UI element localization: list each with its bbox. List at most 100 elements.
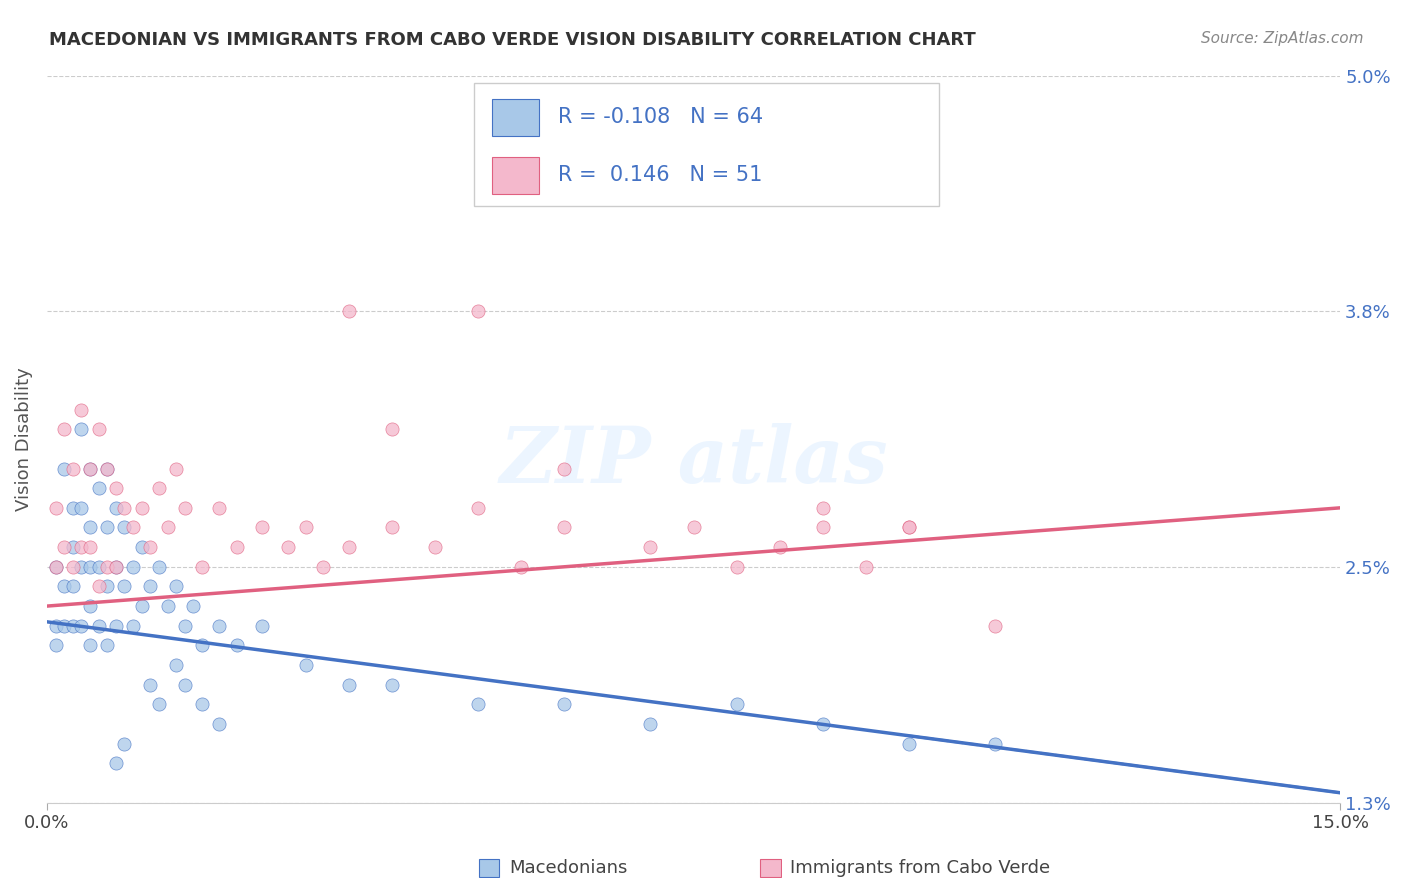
- Point: [467, 500, 489, 515]
- Point: [294, 658, 316, 673]
- Point: [208, 717, 231, 731]
- Point: [596, 108, 619, 122]
- Point: [337, 540, 360, 554]
- Point: [62, 619, 84, 633]
- Point: [104, 500, 127, 515]
- Point: [769, 540, 792, 554]
- Point: [277, 540, 299, 554]
- Point: [122, 559, 145, 574]
- Point: [148, 481, 170, 495]
- Point: [467, 698, 489, 712]
- Point: [70, 402, 93, 417]
- Point: [70, 559, 93, 574]
- Point: [148, 698, 170, 712]
- Point: [640, 717, 662, 731]
- Point: [44, 559, 66, 574]
- Point: [139, 678, 162, 692]
- Y-axis label: Vision Disability: Vision Disability: [15, 368, 32, 511]
- Point: [165, 461, 187, 475]
- Point: [131, 599, 153, 613]
- Point: [87, 559, 110, 574]
- Point: [156, 599, 179, 613]
- Point: [553, 461, 575, 475]
- Point: [811, 520, 834, 534]
- Point: [79, 461, 101, 475]
- Point: [96, 520, 118, 534]
- Point: [114, 520, 136, 534]
- Point: [79, 559, 101, 574]
- Point: [811, 717, 834, 731]
- Point: [104, 619, 127, 633]
- Point: [148, 559, 170, 574]
- Point: [984, 737, 1007, 751]
- Point: [252, 619, 274, 633]
- Point: [225, 540, 247, 554]
- Point: [381, 520, 404, 534]
- Point: [114, 500, 136, 515]
- Point: [104, 756, 127, 771]
- Point: [104, 559, 127, 574]
- Point: [53, 422, 76, 436]
- Point: [114, 579, 136, 593]
- Point: [44, 619, 66, 633]
- Point: [44, 500, 66, 515]
- Point: [44, 559, 66, 574]
- Point: [208, 500, 231, 515]
- Point: [122, 520, 145, 534]
- Point: [173, 678, 195, 692]
- Point: [898, 520, 921, 534]
- Point: [165, 579, 187, 593]
- Point: [191, 698, 214, 712]
- Text: ZIP atlas: ZIP atlas: [499, 423, 887, 500]
- Point: [96, 461, 118, 475]
- Point: [70, 540, 93, 554]
- Point: [87, 481, 110, 495]
- Text: Immigrants from Cabo Verde: Immigrants from Cabo Verde: [790, 859, 1050, 877]
- Point: [70, 422, 93, 436]
- Point: [79, 461, 101, 475]
- Point: [467, 304, 489, 318]
- Point: [510, 559, 533, 574]
- Point: [855, 559, 877, 574]
- Point: [62, 579, 84, 593]
- Point: [191, 559, 214, 574]
- Point: [725, 698, 748, 712]
- Point: [725, 559, 748, 574]
- Point: [173, 500, 195, 515]
- Point: [104, 481, 127, 495]
- Point: [96, 559, 118, 574]
- Point: [79, 520, 101, 534]
- Point: [53, 540, 76, 554]
- Text: Macedonians: Macedonians: [509, 859, 627, 877]
- Point: [381, 422, 404, 436]
- Point: [191, 639, 214, 653]
- Point: [898, 520, 921, 534]
- Point: [70, 500, 93, 515]
- Point: [70, 619, 93, 633]
- Text: Source: ZipAtlas.com: Source: ZipAtlas.com: [1201, 31, 1364, 46]
- Point: [811, 500, 834, 515]
- Point: [53, 579, 76, 593]
- Point: [898, 737, 921, 751]
- Point: [79, 639, 101, 653]
- Point: [984, 619, 1007, 633]
- Point: [294, 520, 316, 534]
- Point: [79, 599, 101, 613]
- Point: [62, 461, 84, 475]
- Point: [96, 461, 118, 475]
- Point: [114, 737, 136, 751]
- Text: MACEDONIAN VS IMMIGRANTS FROM CABO VERDE VISION DISABILITY CORRELATION CHART: MACEDONIAN VS IMMIGRANTS FROM CABO VERDE…: [49, 31, 976, 49]
- Point: [131, 540, 153, 554]
- Point: [337, 678, 360, 692]
- Point: [252, 520, 274, 534]
- Point: [173, 619, 195, 633]
- Point: [553, 520, 575, 534]
- Point: [62, 500, 84, 515]
- Point: [87, 579, 110, 593]
- Point: [62, 540, 84, 554]
- Point: [104, 559, 127, 574]
- Point: [640, 540, 662, 554]
- Point: [79, 540, 101, 554]
- Point: [156, 520, 179, 534]
- Point: [208, 619, 231, 633]
